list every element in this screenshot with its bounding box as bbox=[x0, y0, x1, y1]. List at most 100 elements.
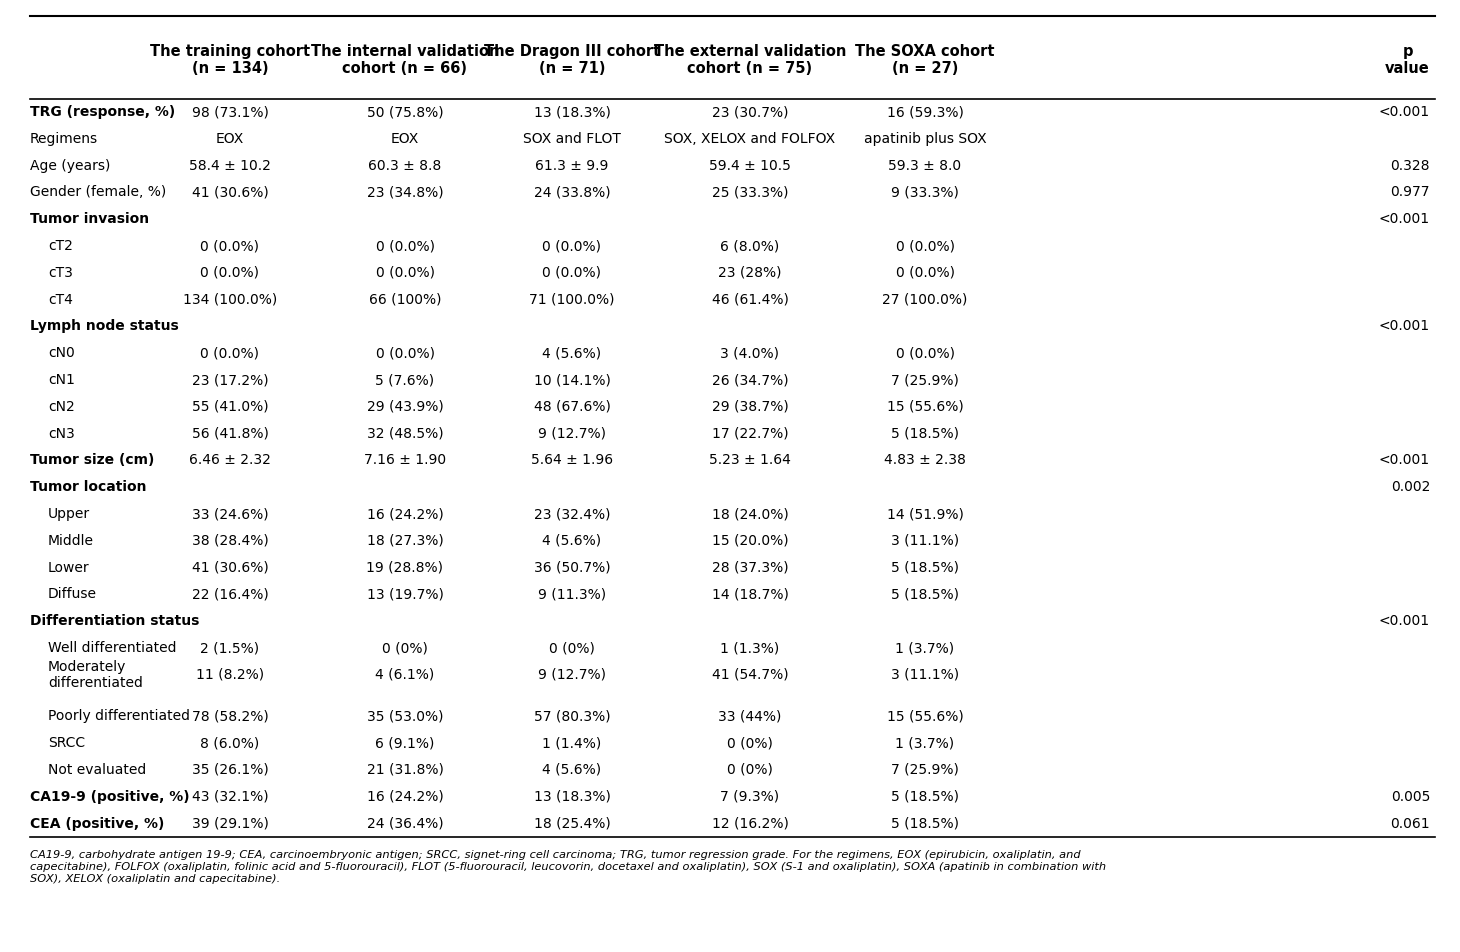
Text: 0 (0%): 0 (0%) bbox=[549, 641, 594, 654]
Text: 23 (30.7%): 23 (30.7%) bbox=[712, 105, 788, 119]
Text: Not evaluated: Not evaluated bbox=[48, 763, 146, 776]
Text: 1 (3.7%): 1 (3.7%) bbox=[895, 736, 955, 749]
Text: 134 (100.0%): 134 (100.0%) bbox=[182, 292, 277, 307]
Text: p
value: p value bbox=[1386, 44, 1429, 76]
Text: 14 (51.9%): 14 (51.9%) bbox=[886, 506, 964, 521]
Text: 25 (33.3%): 25 (33.3%) bbox=[712, 186, 788, 199]
Text: 0 (0.0%): 0 (0.0%) bbox=[200, 266, 260, 280]
Text: 0 (0.0%): 0 (0.0%) bbox=[200, 239, 260, 253]
Text: EOX: EOX bbox=[391, 131, 419, 146]
Text: The Dragon III cohort
(n = 71): The Dragon III cohort (n = 71) bbox=[483, 44, 660, 76]
Text: Poorly differentiated: Poorly differentiated bbox=[48, 708, 190, 723]
Text: 0 (0%): 0 (0%) bbox=[383, 641, 428, 654]
Text: 10 (14.1%): 10 (14.1%) bbox=[533, 372, 610, 387]
Text: SOX, XELOX and FOLFOX: SOX, XELOX and FOLFOX bbox=[664, 131, 835, 146]
Text: 43 (32.1%): 43 (32.1%) bbox=[191, 789, 269, 803]
Text: 0.002: 0.002 bbox=[1390, 480, 1429, 494]
Text: 6 (9.1%): 6 (9.1%) bbox=[375, 736, 435, 749]
Text: 13 (19.7%): 13 (19.7%) bbox=[366, 586, 444, 601]
Text: 27 (100.0%): 27 (100.0%) bbox=[882, 292, 968, 307]
Text: 6 (8.0%): 6 (8.0%) bbox=[720, 239, 780, 253]
Text: The internal validation
cohort (n = 66): The internal validation cohort (n = 66) bbox=[311, 44, 499, 76]
Text: 41 (54.7%): 41 (54.7%) bbox=[711, 667, 788, 681]
Text: 39 (29.1%): 39 (29.1%) bbox=[191, 816, 269, 830]
Text: 29 (38.7%): 29 (38.7%) bbox=[711, 400, 788, 413]
Text: 7 (25.9%): 7 (25.9%) bbox=[891, 763, 959, 776]
Text: 24 (36.4%): 24 (36.4%) bbox=[366, 816, 444, 830]
Text: 35 (53.0%): 35 (53.0%) bbox=[366, 708, 444, 723]
Text: <0.001: <0.001 bbox=[1378, 319, 1429, 333]
Text: 0 (0%): 0 (0%) bbox=[727, 736, 772, 749]
Text: 19 (28.8%): 19 (28.8%) bbox=[366, 560, 444, 574]
Text: SOX and FLOT: SOX and FLOT bbox=[523, 131, 620, 146]
Text: cT2: cT2 bbox=[48, 239, 73, 253]
Text: 0 (0.0%): 0 (0.0%) bbox=[375, 346, 435, 360]
Text: 5 (18.5%): 5 (18.5%) bbox=[891, 789, 959, 803]
Text: 0.005: 0.005 bbox=[1390, 789, 1429, 803]
Text: Upper: Upper bbox=[48, 506, 91, 521]
Text: 7.16 ± 1.90: 7.16 ± 1.90 bbox=[364, 453, 447, 467]
Text: 2 (1.5%): 2 (1.5%) bbox=[200, 641, 260, 654]
Text: 16 (24.2%): 16 (24.2%) bbox=[366, 506, 444, 521]
Text: 18 (27.3%): 18 (27.3%) bbox=[366, 533, 444, 547]
Text: EOX: EOX bbox=[216, 131, 244, 146]
Text: 5 (18.5%): 5 (18.5%) bbox=[891, 586, 959, 601]
Text: 3 (11.1%): 3 (11.1%) bbox=[891, 533, 959, 547]
Text: Middle: Middle bbox=[48, 533, 93, 547]
Text: 0 (0%): 0 (0%) bbox=[727, 763, 772, 776]
Text: Age (years): Age (years) bbox=[31, 158, 111, 172]
Text: 0.328: 0.328 bbox=[1390, 158, 1429, 172]
Text: 0 (0.0%): 0 (0.0%) bbox=[543, 239, 602, 253]
Text: 3 (11.1%): 3 (11.1%) bbox=[891, 667, 959, 681]
Text: 5 (18.5%): 5 (18.5%) bbox=[891, 426, 959, 440]
Text: 23 (17.2%): 23 (17.2%) bbox=[191, 372, 269, 387]
Text: 1 (1.4%): 1 (1.4%) bbox=[542, 736, 602, 749]
Text: Regimens: Regimens bbox=[31, 131, 98, 146]
Text: <0.001: <0.001 bbox=[1378, 105, 1429, 119]
Text: 24 (33.8%): 24 (33.8%) bbox=[534, 186, 610, 199]
Text: 4 (5.6%): 4 (5.6%) bbox=[543, 533, 602, 547]
Text: 59.3 ± 8.0: 59.3 ± 8.0 bbox=[889, 158, 962, 172]
Text: 13 (18.3%): 13 (18.3%) bbox=[533, 789, 610, 803]
Text: 8 (6.0%): 8 (6.0%) bbox=[200, 736, 260, 749]
Text: 50 (75.8%): 50 (75.8%) bbox=[366, 105, 444, 119]
Text: 18 (24.0%): 18 (24.0%) bbox=[711, 506, 788, 521]
Text: Diffuse: Diffuse bbox=[48, 586, 96, 601]
Text: 1 (1.3%): 1 (1.3%) bbox=[720, 641, 780, 654]
Text: 56 (41.8%): 56 (41.8%) bbox=[191, 426, 269, 440]
Text: 0.977: 0.977 bbox=[1390, 186, 1429, 199]
Text: 0 (0.0%): 0 (0.0%) bbox=[375, 239, 435, 253]
Text: The external validation
cohort (n = 75): The external validation cohort (n = 75) bbox=[654, 44, 847, 76]
Text: TRG (response, %): TRG (response, %) bbox=[31, 105, 175, 119]
Text: Lymph node status: Lymph node status bbox=[31, 319, 178, 333]
Text: CA19-9 (positive, %): CA19-9 (positive, %) bbox=[31, 789, 190, 803]
Text: 28 (37.3%): 28 (37.3%) bbox=[711, 560, 788, 574]
Text: cT3: cT3 bbox=[48, 266, 73, 280]
Text: 71 (100.0%): 71 (100.0%) bbox=[529, 292, 615, 307]
Text: Tumor location: Tumor location bbox=[31, 480, 146, 494]
Text: 26 (34.7%): 26 (34.7%) bbox=[711, 372, 788, 387]
Text: 0 (0.0%): 0 (0.0%) bbox=[895, 266, 955, 280]
Text: 11 (8.2%): 11 (8.2%) bbox=[196, 667, 264, 681]
Text: 1 (3.7%): 1 (3.7%) bbox=[895, 641, 955, 654]
Text: 66 (100%): 66 (100%) bbox=[369, 292, 441, 307]
Text: 33 (24.6%): 33 (24.6%) bbox=[191, 506, 269, 521]
Text: 4.83 ± 2.38: 4.83 ± 2.38 bbox=[885, 453, 967, 467]
Text: 4 (5.6%): 4 (5.6%) bbox=[543, 346, 602, 360]
Text: CEA (positive, %): CEA (positive, %) bbox=[31, 816, 165, 830]
Text: The training cohort
(n = 134): The training cohort (n = 134) bbox=[150, 44, 310, 76]
Text: 16 (24.2%): 16 (24.2%) bbox=[366, 789, 444, 803]
Text: <0.001: <0.001 bbox=[1378, 614, 1429, 627]
Text: Lower: Lower bbox=[48, 560, 89, 574]
Text: 61.3 ± 9.9: 61.3 ± 9.9 bbox=[536, 158, 609, 172]
Text: Moderately: Moderately bbox=[48, 659, 127, 673]
Text: Gender (female, %): Gender (female, %) bbox=[31, 186, 166, 199]
Text: Well differentiated: Well differentiated bbox=[48, 641, 177, 654]
Text: 18 (25.4%): 18 (25.4%) bbox=[533, 816, 610, 830]
Text: 4 (5.6%): 4 (5.6%) bbox=[543, 763, 602, 776]
Text: 55 (41.0%): 55 (41.0%) bbox=[191, 400, 269, 413]
Text: SRCC: SRCC bbox=[48, 736, 85, 749]
Text: 29 (43.9%): 29 (43.9%) bbox=[366, 400, 444, 413]
Text: 15 (55.6%): 15 (55.6%) bbox=[886, 708, 964, 723]
Text: 48 (67.6%): 48 (67.6%) bbox=[533, 400, 610, 413]
